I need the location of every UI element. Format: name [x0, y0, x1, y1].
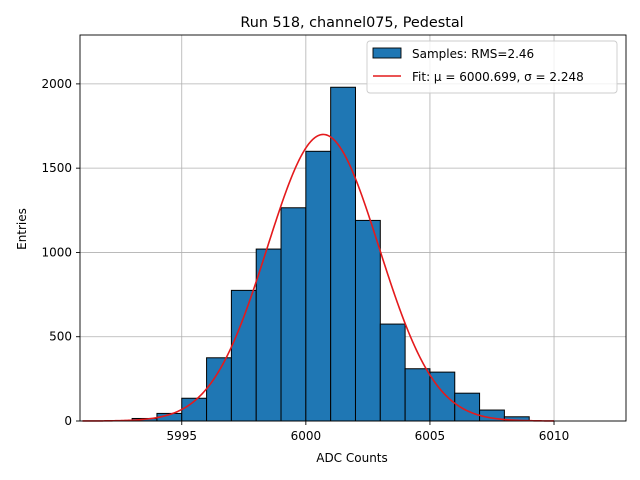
- histogram-bar: [454, 392, 481, 422]
- legend: Samples: RMS=2.46 Fit: μ = 6000.699, σ =…: [366, 40, 618, 94]
- x-tick-label: 6010: [539, 429, 570, 443]
- histogram-bar: [305, 150, 332, 422]
- histogram-bar: [404, 368, 431, 422]
- histogram-bars: [106, 86, 530, 422]
- y-axis-ticks: 0 500 1000 1500 2000: [41, 77, 80, 428]
- histogram-bar: [354, 219, 381, 422]
- y-tick-label: 1500: [41, 161, 72, 175]
- legend-box: [366, 40, 618, 94]
- histogram-bar: [255, 248, 282, 422]
- histogram-bar: [280, 207, 307, 422]
- legend-label-samples: Samples: RMS=2.46: [412, 47, 534, 61]
- x-axis-label: ADC Counts: [316, 451, 388, 465]
- x-tick-label: 6005: [415, 429, 446, 443]
- legend-label-fit: Fit: μ = 6000.699, σ = 2.248: [412, 70, 584, 84]
- chart-title: Run 518, channel075, Pedestal: [240, 15, 463, 31]
- x-tick-label: 6000: [291, 429, 322, 443]
- histogram-bar: [206, 357, 232, 422]
- y-tick-label: 1000: [41, 245, 72, 259]
- y-tick-label: 0: [64, 414, 72, 428]
- x-tick-label: 5995: [166, 429, 197, 443]
- histogram-bar: [230, 289, 257, 422]
- histogram-bar: [330, 86, 356, 422]
- histogram-bar: [379, 323, 406, 422]
- y-axis-label: Entries: [15, 208, 29, 250]
- y-tick-label: 500: [49, 330, 72, 344]
- y-tick-label: 2000: [41, 77, 72, 91]
- legend-swatch-samples: [372, 47, 402, 59]
- fit-curve: [82, 133, 555, 422]
- x-axis-ticks: 5995 6000 6005 6010: [166, 421, 569, 443]
- plot-frame: [79, 34, 627, 422]
